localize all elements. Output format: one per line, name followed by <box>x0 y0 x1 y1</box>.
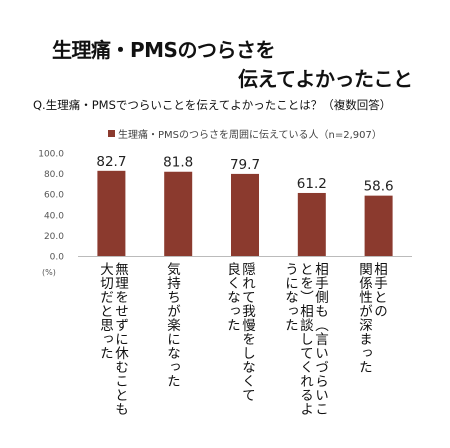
bar-4 <box>364 195 393 256</box>
legend: 生理痛・PMSのつらさを周囲に伝えている人（n=2,907） <box>108 126 382 141</box>
y-tick-label: 0.0 <box>50 253 65 263</box>
y-tick-label: 40.0 <box>44 211 64 221</box>
category-label-1: 気持ちが楽になった <box>164 262 180 388</box>
y-tick-label: 20.0 <box>44 232 64 242</box>
value-label-2: 79.7 <box>230 157 260 173</box>
legend-swatch <box>108 130 115 137</box>
value-label-1: 81.8 <box>163 155 193 171</box>
y-axis-unit: (%) <box>42 268 56 277</box>
category-label-0: 無理をせずに休むことも 大切だと思った <box>97 262 128 416</box>
bar-1 <box>164 171 193 256</box>
legend-label: 生理痛・PMSのつらさを周囲に伝えている人（n=2,907） <box>118 130 382 141</box>
bar-3 <box>297 192 326 256</box>
value-label-0: 82.7 <box>96 154 126 170</box>
y-tick-label: 100.0 <box>38 150 64 160</box>
survey-question: Q.生理痛・PMSでつらいことを伝えてよかったことは？（複数回答） <box>33 98 392 112</box>
bar-2 <box>231 173 259 256</box>
bar-0 <box>97 170 126 256</box>
y-tick-label: 80.0 <box>44 170 64 180</box>
category-label-4: 相手との 関係性が深まった <box>356 262 387 374</box>
y-tick-label: 60.0 <box>44 191 64 201</box>
category-label-2: 隠れて我慢をしなくて 良くなった <box>224 262 255 402</box>
value-label-4: 58.6 <box>364 179 394 195</box>
category-label-3: 相手側も（言いづらいこ とを）相談してくれるよ うになった <box>282 262 328 416</box>
chart-title-line2: 伝えてよかったこと <box>238 67 413 91</box>
value-label-3: 61.2 <box>297 176 327 192</box>
chart-title-line1: 生理痛・PMSのつらさを <box>52 38 275 62</box>
